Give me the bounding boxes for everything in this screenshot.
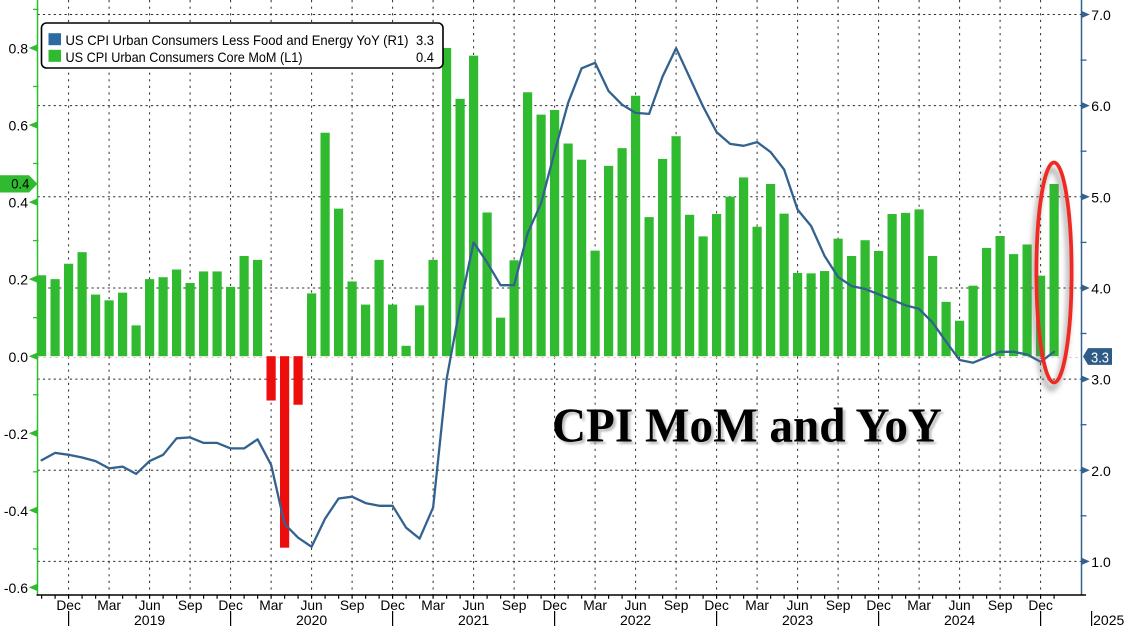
- svg-text:Mar: Mar: [97, 598, 121, 613]
- svg-text:-0.6: -0.6: [4, 580, 28, 596]
- svg-text:-0.2: -0.2: [4, 426, 28, 442]
- svg-text:2023: 2023: [782, 612, 813, 628]
- svg-text:Dec: Dec: [542, 598, 567, 613]
- svg-text:Dec: Dec: [218, 598, 243, 613]
- svg-text:Dec: Dec: [1028, 598, 1053, 613]
- svg-text:2022: 2022: [620, 612, 651, 628]
- svg-text:0.4: 0.4: [9, 195, 29, 211]
- svg-text:2020: 2020: [296, 612, 327, 628]
- svg-text:CPI MoM and YoY: CPI MoM and YoY: [555, 400, 945, 455]
- svg-text:6.0: 6.0: [1091, 98, 1111, 114]
- svg-text:Jun: Jun: [786, 598, 808, 613]
- svg-text:5.0: 5.0: [1091, 189, 1111, 205]
- svg-text:2025: 2025: [1093, 612, 1124, 628]
- svg-text:Sep: Sep: [988, 598, 1013, 613]
- svg-text:0.4: 0.4: [416, 49, 434, 65]
- svg-text:Mar: Mar: [583, 598, 607, 613]
- svg-text:CPI MoM and YoY: CPI MoM and YoY: [552, 398, 942, 453]
- svg-text:3.0: 3.0: [1091, 372, 1111, 388]
- svg-text:0.6: 0.6: [9, 118, 29, 134]
- svg-text:-0.4: -0.4: [4, 503, 28, 519]
- svg-text:Sep: Sep: [178, 598, 203, 613]
- svg-text:2021: 2021: [458, 612, 489, 628]
- svg-text:Dec: Dec: [380, 598, 405, 613]
- svg-text:3.3: 3.3: [1091, 349, 1109, 366]
- svg-text:US CPI Urban Consumers Less Fo: US CPI Urban Consumers Less Food and Ene…: [66, 32, 409, 48]
- svg-text:0.4: 0.4: [11, 176, 29, 192]
- svg-text:7.0: 7.0: [1091, 7, 1111, 23]
- svg-text:Dec: Dec: [866, 598, 891, 613]
- svg-text:Dec: Dec: [704, 598, 729, 613]
- svg-text:2.0: 2.0: [1091, 463, 1111, 479]
- svg-text:0.8: 0.8: [9, 41, 29, 57]
- svg-text:0.2: 0.2: [9, 272, 29, 288]
- svg-text:4.0: 4.0: [1091, 281, 1111, 297]
- svg-text:Mar: Mar: [745, 598, 769, 613]
- svg-text:Mar: Mar: [259, 598, 283, 613]
- svg-text:Sep: Sep: [826, 598, 851, 613]
- svg-text:Mar: Mar: [421, 598, 445, 613]
- svg-text:Mar: Mar: [907, 598, 931, 613]
- svg-text:Jun: Jun: [462, 598, 484, 613]
- svg-text:Jun: Jun: [624, 598, 646, 613]
- svg-text:Jun: Jun: [138, 598, 160, 613]
- svg-text:0.0: 0.0: [9, 349, 29, 365]
- svg-text:Jun: Jun: [948, 598, 970, 613]
- svg-text:Dec: Dec: [56, 598, 81, 613]
- svg-text:Sep: Sep: [340, 598, 365, 613]
- svg-text:2024: 2024: [944, 612, 975, 628]
- svg-text:Sep: Sep: [664, 598, 689, 613]
- svg-text:3.3: 3.3: [416, 32, 434, 48]
- svg-text:Jun: Jun: [300, 598, 322, 613]
- svg-text:2019: 2019: [134, 612, 165, 628]
- svg-text:Sep: Sep: [502, 598, 527, 613]
- svg-text:US CPI Urban Consumers Core Mo: US CPI Urban Consumers Core MoM (L1): [66, 49, 303, 65]
- svg-text:1.0: 1.0: [1091, 554, 1111, 570]
